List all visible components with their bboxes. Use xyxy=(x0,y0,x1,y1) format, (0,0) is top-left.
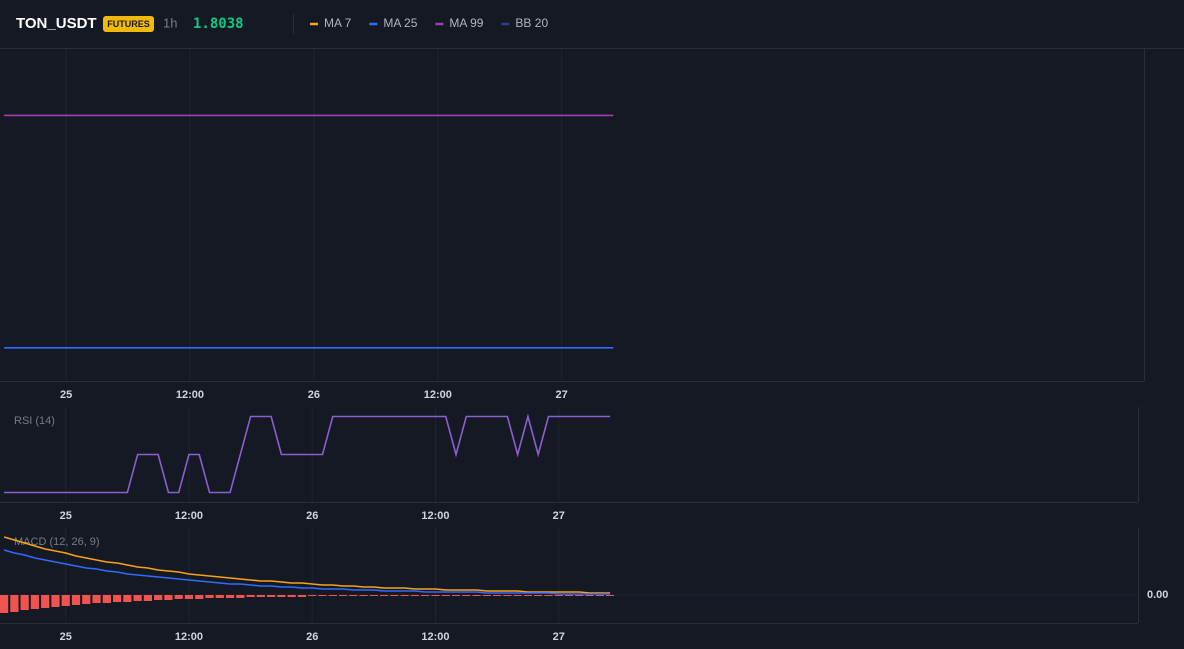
histogram-bar xyxy=(544,595,553,596)
histogram-bar xyxy=(205,595,214,598)
histogram-bar xyxy=(605,595,615,596)
histogram-bar xyxy=(41,595,50,608)
legend-label[interactable]: MA 99 xyxy=(449,16,483,30)
histogram-bar xyxy=(184,595,194,599)
panel-title: MACD (12, 26, 9) xyxy=(14,536,100,548)
histogram-bar xyxy=(51,595,60,607)
x-tick-label: 27 xyxy=(553,510,565,522)
histogram-bar xyxy=(482,595,491,596)
histogram-bar xyxy=(513,595,522,596)
histogram-bar xyxy=(503,595,512,596)
histogram-bar xyxy=(564,595,574,596)
histogram-bar xyxy=(225,595,235,598)
histogram-bar xyxy=(410,595,420,596)
x-tick-label: 12:00 xyxy=(175,510,203,522)
histogram-bar xyxy=(20,595,29,610)
histogram-bar xyxy=(287,595,296,597)
histogram-bar xyxy=(472,595,481,596)
x-tick-label: 12:00 xyxy=(175,631,203,643)
histogram-bar xyxy=(102,595,111,603)
histogram-bar xyxy=(123,595,132,602)
histogram-bar xyxy=(318,595,327,596)
histogram-bar xyxy=(338,595,348,596)
histogram-bar xyxy=(400,595,409,596)
histogram-bar xyxy=(92,595,101,603)
series-line xyxy=(3,536,611,594)
histogram-bar xyxy=(585,595,594,596)
histogram-bar xyxy=(82,595,91,604)
histogram-bar xyxy=(462,595,471,596)
x-tick-label: 12:00 xyxy=(176,389,204,401)
histogram-bar xyxy=(492,595,502,596)
series-line xyxy=(4,413,611,494)
histogram-bar xyxy=(267,595,276,597)
histogram-bar xyxy=(308,595,317,596)
histogram-bar xyxy=(380,595,389,596)
histogram-bar xyxy=(575,595,584,596)
x-tick-label: 25 xyxy=(60,510,72,522)
histogram-bar xyxy=(154,595,163,600)
x-tick-label: 27 xyxy=(553,631,565,643)
histogram-bar xyxy=(369,595,378,596)
x-tick-label: 25 xyxy=(60,631,72,643)
panel: 25 12:00 26 12:00 27 0.00 MACD (12, 26, 9) xyxy=(0,528,1168,643)
histogram-bar xyxy=(256,595,265,597)
legend-label[interactable]: MA 7 xyxy=(324,16,352,30)
histogram-bar xyxy=(143,595,153,601)
histogram-bar xyxy=(297,595,307,597)
panel: 25 12:00 26 12:00 27 xyxy=(0,49,1145,401)
panel-title: RSI (14) xyxy=(14,415,55,427)
x-tick-label: 12:00 xyxy=(421,510,449,522)
histogram-bar xyxy=(328,595,337,596)
x-tick-label: 26 xyxy=(306,510,318,522)
histogram-bar xyxy=(71,595,81,605)
histogram-bar xyxy=(30,595,40,609)
histogram-bar xyxy=(534,595,543,596)
histogram-bar xyxy=(246,595,255,597)
histogram-bar xyxy=(112,595,122,602)
histogram-bar xyxy=(431,595,440,596)
interval[interactable]: 1h xyxy=(163,15,177,30)
histogram-bar xyxy=(61,595,70,606)
histogram-bar xyxy=(277,595,286,597)
histogram-bar xyxy=(441,595,450,596)
x-tick-label: 27 xyxy=(556,389,568,401)
histogram-bar xyxy=(359,595,368,596)
histogram-bar xyxy=(164,595,173,600)
histogram-bar xyxy=(236,595,245,598)
histogram-bar xyxy=(174,595,183,599)
histogram-bar xyxy=(451,595,461,596)
x-tick-label: 12:00 xyxy=(421,631,449,643)
legend: MA 7 MA 25 MA 99 BB 20 xyxy=(310,16,548,30)
badge: FUTURES xyxy=(107,19,150,29)
histogram-bar xyxy=(595,595,604,596)
histogram-bar xyxy=(215,595,224,598)
series-line xyxy=(3,549,611,595)
x-tick-label: 26 xyxy=(308,389,320,401)
histogram-bar xyxy=(349,595,358,596)
x-tick-label: 26 xyxy=(306,631,318,643)
legend-label[interactable]: MA 25 xyxy=(383,16,417,30)
histogram-bar xyxy=(554,595,563,596)
histogram-bar xyxy=(421,595,430,596)
symbol[interactable]: TON_USDT xyxy=(16,15,97,32)
legend-label[interactable]: BB 20 xyxy=(515,16,548,30)
histogram-bar xyxy=(0,595,9,613)
histogram-bar xyxy=(195,595,204,599)
panel: 25 12:00 26 12:00 27 RSI (14) xyxy=(0,407,1139,522)
histogram-bar xyxy=(10,595,19,612)
y-tick-label: 0.00 xyxy=(1147,589,1168,601)
histogram-bar xyxy=(390,595,399,596)
x-tick-label: 12:00 xyxy=(424,389,452,401)
histogram-bar xyxy=(523,595,533,596)
price: 1.8038 xyxy=(193,16,244,32)
histogram-bar xyxy=(133,595,142,601)
badge-bg xyxy=(103,16,154,32)
x-tick-label: 25 xyxy=(60,389,72,401)
